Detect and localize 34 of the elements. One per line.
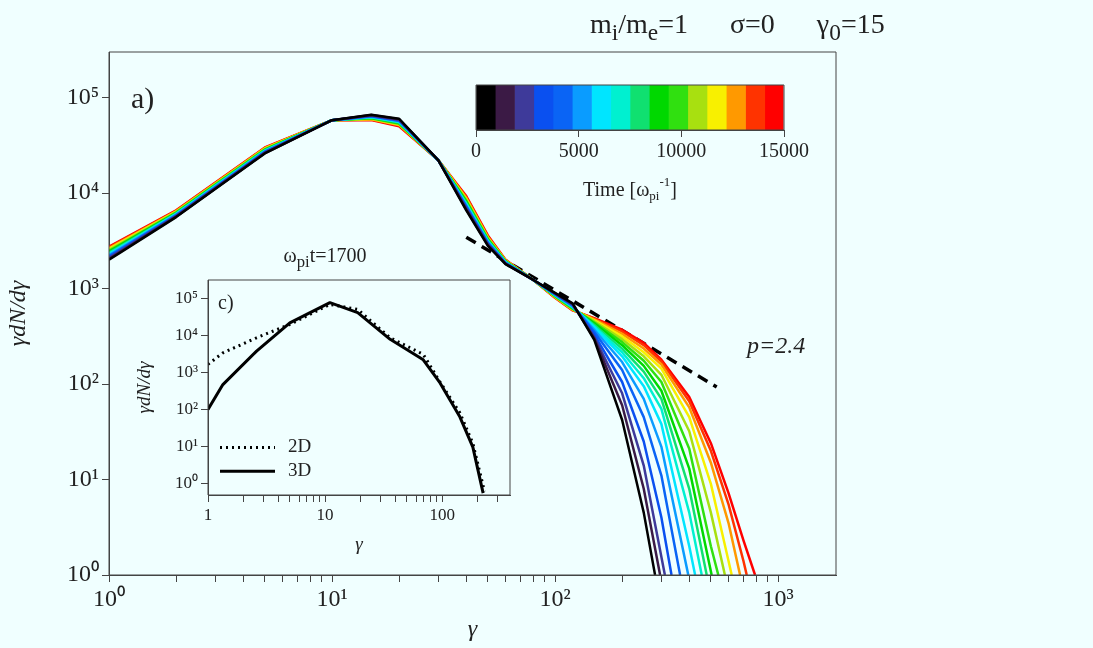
x-tick-label: 10¹ xyxy=(316,584,348,611)
y-tick-label: 10⁴ xyxy=(66,178,99,205)
x-tick-label: 10⁰ xyxy=(93,584,125,611)
y-tick-label: 10¹ xyxy=(175,435,198,455)
annotation: a) xyxy=(131,80,155,115)
x-tick-label: 0 xyxy=(471,139,481,162)
y-tick-label: 10³ xyxy=(175,361,198,381)
y-axis-title: γdN/dγ xyxy=(133,361,155,414)
y-tick-label: 10⁰ xyxy=(67,560,99,587)
y-tick-label: 10³ xyxy=(67,273,99,300)
y-tick-label: 10⁴ xyxy=(175,325,199,345)
x-tick-label: 10000 xyxy=(656,139,707,162)
y-tick-label: 10² xyxy=(67,369,99,396)
y-tick-label: 10⁵ xyxy=(175,288,199,308)
legend-label: 3D xyxy=(288,459,312,481)
y-tick-label: 10² xyxy=(175,398,198,418)
annotation: c) xyxy=(218,291,234,315)
legend-label: 2D xyxy=(288,435,312,457)
y-axis-title: γdN/dγ xyxy=(3,280,30,347)
y-tick-label: 10⁰ xyxy=(175,472,198,492)
annotation: p=2.4 xyxy=(745,332,806,359)
x-tick-label: 10 xyxy=(316,504,334,524)
x-tick-label: 1 xyxy=(203,504,213,524)
x-tick-label: 10³ xyxy=(762,584,794,611)
x-tick-label: 5000 xyxy=(558,139,599,162)
chart-title: ω$_{pi}$t=1700 xyxy=(282,244,368,272)
y-tick-label: 10⁵ xyxy=(66,82,99,109)
x-axis-title: γ xyxy=(467,614,478,641)
chart-title: m$_{i}$/m$_{e}$=1 σ=0 γ$_{0}$=15 xyxy=(590,8,885,46)
x-tick-label: 100 xyxy=(429,504,455,524)
y-tick-label: 10¹ xyxy=(67,464,99,491)
x-tick-label: 10² xyxy=(539,584,571,611)
x-axis-title: γ xyxy=(355,532,364,554)
x-tick-label: 15000 xyxy=(759,139,809,162)
